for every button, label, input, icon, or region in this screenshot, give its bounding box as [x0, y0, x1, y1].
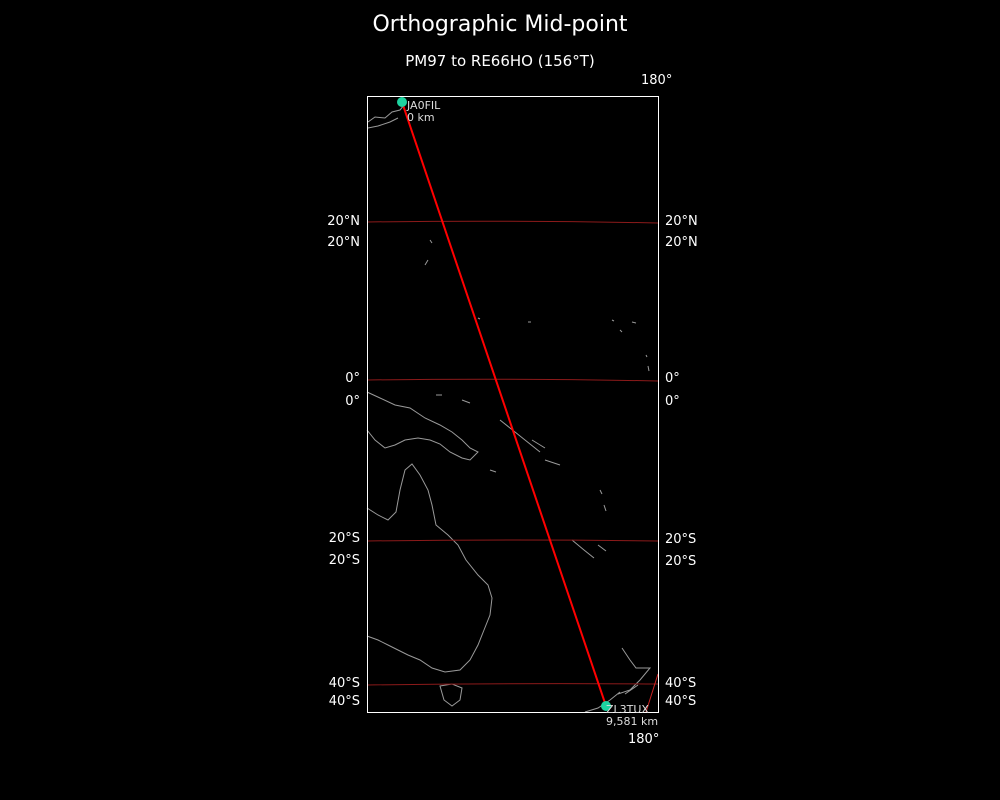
meridian-label-bottom: 180°	[628, 732, 660, 747]
lat-label-left: 0°	[345, 371, 360, 386]
meridian-180	[645, 673, 659, 713]
coast-tasmania	[439, 683, 463, 707]
station-label-start: JA0FIL 0 km	[407, 100, 440, 124]
parallel-20s	[366, 539, 659, 542]
coast-islands	[424, 239, 650, 552]
coast-new-zealand-north	[617, 647, 652, 695]
coast-new-guinea	[366, 391, 479, 461]
station-marker-start[interactable]	[397, 97, 407, 107]
meridian-label-top: 180°	[641, 73, 673, 88]
lat-label-left: 20°N	[327, 214, 360, 229]
coast-solomons	[499, 419, 561, 466]
station-label-end: ZL3TUX 9,581 km	[606, 704, 658, 728]
map-subtitle: PM97 to RE66HO (156°T)	[405, 52, 595, 70]
parallel-40s	[366, 683, 659, 686]
parallel-20n	[366, 220, 659, 224]
coast-australia	[366, 463, 493, 673]
lat-label-right: 20°S	[665, 532, 697, 547]
great-circle-path	[401, 101, 607, 707]
map-title: Orthographic Mid-point	[372, 12, 628, 37]
lat-label-left: 20°N	[327, 235, 360, 250]
lat-label-right: 20°N	[665, 235, 698, 250]
lat-label-right: 40°S	[665, 694, 697, 709]
lat-label-right: 20°S	[665, 554, 697, 569]
coastlines	[366, 103, 652, 713]
coast-new-caledonia	[571, 539, 595, 559]
station-call: JA0FIL	[407, 99, 441, 112]
lat-label-left: 20°S	[328, 531, 360, 546]
station-marker-end[interactable]	[601, 701, 611, 711]
station-distance: 0 km	[407, 111, 435, 124]
graticule	[366, 220, 659, 713]
lat-label-left: 0°	[345, 394, 360, 409]
coast-japan	[367, 103, 406, 129]
station-distance: 9,581 km	[606, 715, 659, 728]
lat-label-right: 0°	[665, 371, 680, 386]
lat-label-right: 0°	[665, 394, 680, 409]
station-call: ZL3TUX	[606, 703, 649, 716]
parallel-0	[366, 378, 659, 382]
lat-label-right: 20°N	[665, 214, 698, 229]
lat-label-left: 40°S	[328, 676, 360, 691]
lat-label-right: 40°S	[665, 676, 697, 691]
lat-label-left: 20°S	[328, 553, 360, 568]
map-frame	[367, 96, 659, 713]
lat-label-left: 40°S	[328, 694, 360, 709]
